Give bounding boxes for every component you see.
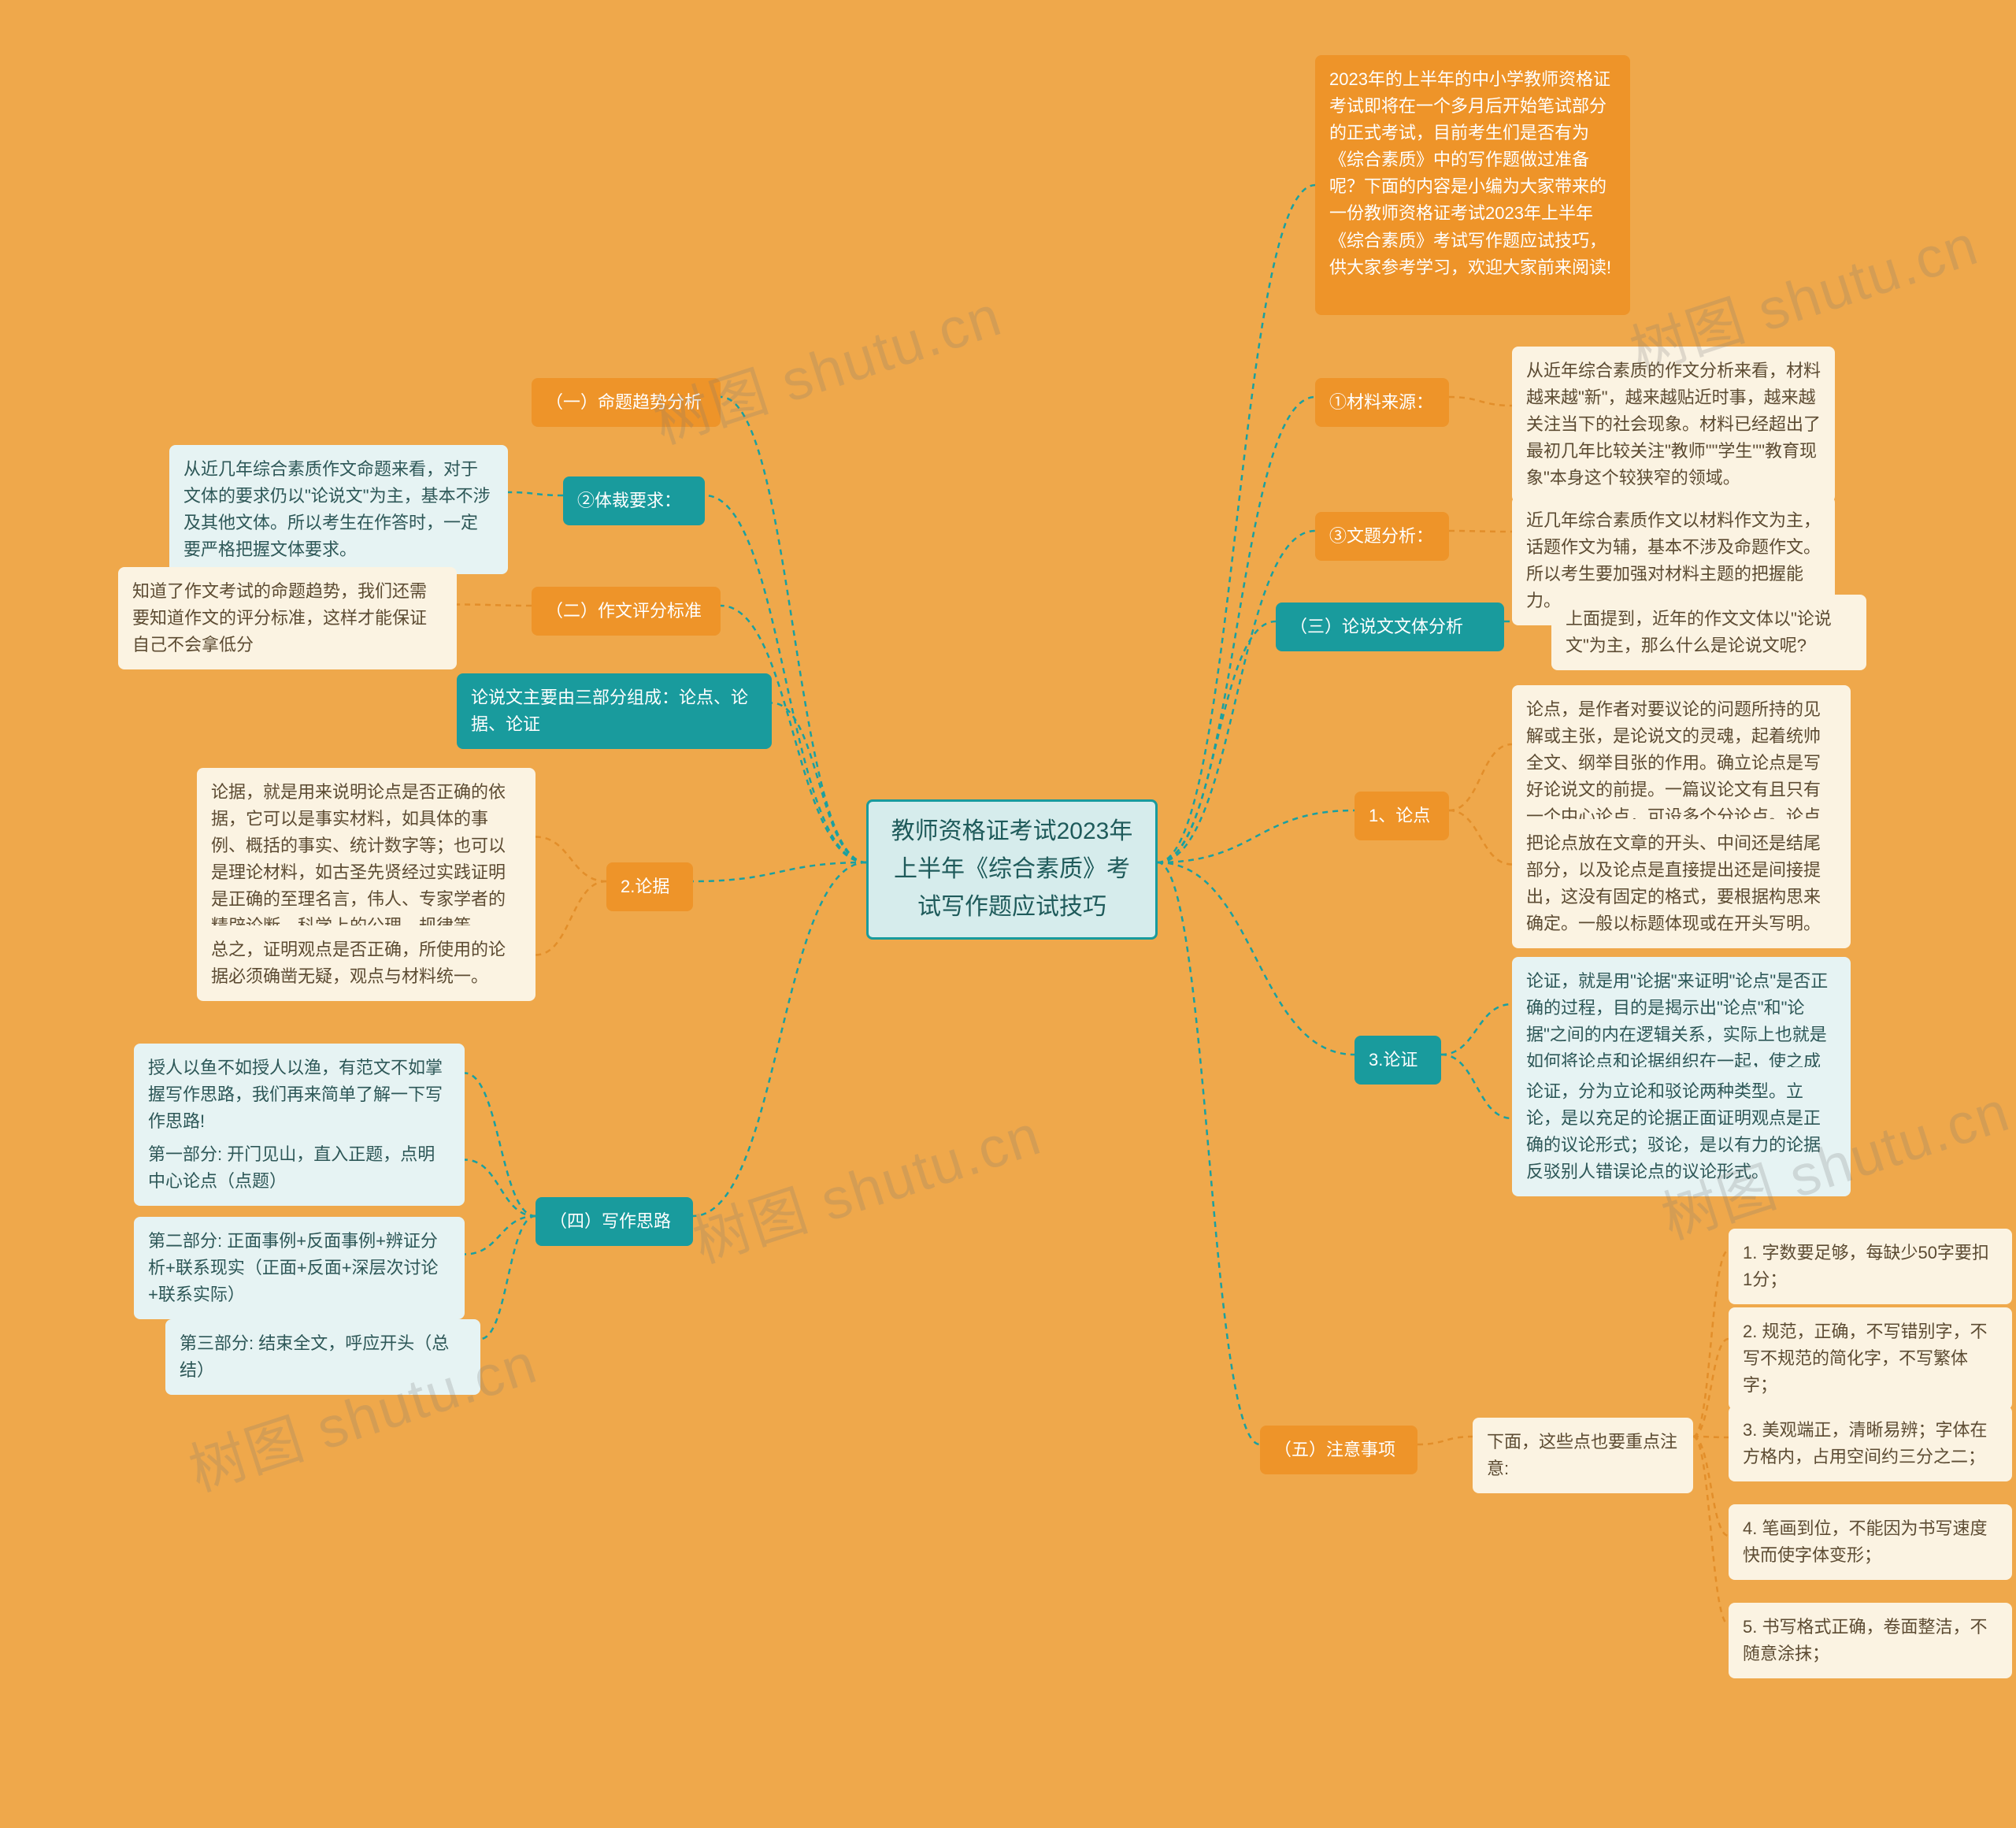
node-l3a[interactable]: 知道了作文考试的命题趋势，我们还需要知道作文的评分标准，这样才能保证自己不会拿低… (118, 567, 457, 669)
node-l6[interactable]: （四）写作思路 (536, 1197, 693, 1246)
connector (1158, 862, 1260, 1444)
connector (693, 862, 866, 1216)
connector (1693, 1437, 1729, 1536)
node-r6[interactable]: （五）注意事项 (1260, 1426, 1418, 1474)
connector (536, 837, 606, 882)
connector (536, 881, 606, 955)
node-l5[interactable]: 2.论据 (606, 862, 693, 911)
node-r1a[interactable]: 从近年综合素质的作文分析来看，材料越来越"新"，越来越贴近时事，越来越关注当下的… (1512, 347, 1835, 502)
mindmap-canvas: 教师资格证考试2023年上半年《综合素质》考试写作题应试技巧 2023年的上半年的… (0, 0, 2016, 1828)
connector (1158, 531, 1315, 862)
node-r6b1[interactable]: 1. 字数要足够，每缺少50字要扣1分； (1729, 1229, 2012, 1304)
center-node[interactable]: 教师资格证考试2023年上半年《综合素质》考试写作题应试技巧 (866, 799, 1158, 940)
node-intro[interactable]: 2023年的上半年的中小学教师资格证考试即将在一个多月后开始笔试部分的正式考试，… (1315, 55, 1630, 315)
node-r6a[interactable]: 下面，这些点也要重点注意: (1473, 1418, 1693, 1493)
connector (1449, 397, 1512, 406)
connector (508, 492, 563, 495)
node-r3[interactable]: （三）论说文文体分析 (1276, 603, 1504, 651)
connector (1158, 810, 1354, 862)
node-l3[interactable]: （二）作文评分标准 (532, 587, 721, 636)
node-l5b[interactable]: 总之，证明观点是否正确，所使用的论据必须确凿无疑，观点与材料统一。 (197, 925, 536, 1001)
connector (1449, 810, 1512, 865)
connector (465, 1216, 536, 1255)
node-l6b[interactable]: 第一部分: 开门见山，直入正题，点明中心论点（点题） (134, 1130, 465, 1206)
node-l6c[interactable]: 第二部分: 正面事例+反面事例+辨证分析+联系现实（正面+反面+深层次讨论+联系… (134, 1217, 465, 1319)
node-r5b[interactable]: 论证，分为立论和驳论两种类型。立论，是以充足的论据正面证明观点是正确的议论形式；… (1512, 1067, 1851, 1196)
node-l2[interactable]: ②体裁要求： (563, 476, 705, 525)
node-l4[interactable]: 论说文主要由三部分组成：论点、论据、论证 (457, 673, 772, 749)
connector (457, 605, 532, 606)
node-r5[interactable]: 3.论证 (1354, 1036, 1441, 1085)
node-r4[interactable]: 1、论点 (1354, 792, 1449, 840)
node-l5a[interactable]: 论据，就是用来说明论点是否正确的依据，它可以是事实材料，如具体的事例、概括的事实… (197, 768, 536, 951)
node-r1[interactable]: ①材料来源： (1315, 378, 1449, 427)
node-r6b2[interactable]: 2. 规范，正确，不写错别字，不写不规范的简化字，不写繁体字； (1729, 1307, 2012, 1410)
connector (772, 703, 866, 863)
node-r6b4[interactable]: 4. 笔画到位，不能因为书写速度快而使字体变形； (1729, 1504, 2012, 1580)
node-l1[interactable]: （一）命题趋势分析 (532, 378, 721, 427)
connector (1158, 621, 1276, 862)
connector (693, 862, 866, 881)
connector (1441, 1055, 1512, 1118)
watermark: 树图 shutu.cn (681, 1088, 1050, 1278)
watermark: 树图 shutu.cn (642, 269, 1010, 459)
connector (721, 397, 866, 862)
connector (1449, 531, 1512, 532)
node-r4b[interactable]: 把论点放在文章的开头、中间还是结尾部分，以及论点是直接提出还是间接提出，这没有固… (1512, 819, 1851, 948)
node-l2a[interactable]: 从近几年综合素质作文命题来看，对于文体的要求仍以"论说文"为主，基本不涉及其他文… (169, 445, 508, 574)
connector (480, 1216, 536, 1339)
node-r6b3[interactable]: 3. 美观端正，清晰易辨；字体在方格内，占用空间约三分之二； (1729, 1406, 2012, 1481)
connector (465, 1160, 536, 1217)
node-r3a[interactable]: 上面提到，近年的作文文体以"论说文"为主，那么什么是论说文呢? (1551, 595, 1866, 670)
connector (1693, 1251, 1729, 1437)
connector (1418, 1437, 1473, 1444)
connector (1158, 185, 1315, 862)
connector (1441, 1004, 1512, 1055)
connector (1693, 1437, 1729, 1625)
connector (1449, 744, 1512, 810)
node-r2[interactable]: ③文题分析： (1315, 512, 1449, 561)
connector (1693, 1339, 1729, 1437)
node-r6b5[interactable]: 5. 书写格式正确，卷面整洁，不随意涂抹； (1729, 1603, 2012, 1678)
connector (465, 1073, 536, 1217)
connector (1158, 862, 1354, 1055)
node-l6d[interactable]: 第三部分: 结束全文，呼应开头（总结） (165, 1319, 480, 1395)
